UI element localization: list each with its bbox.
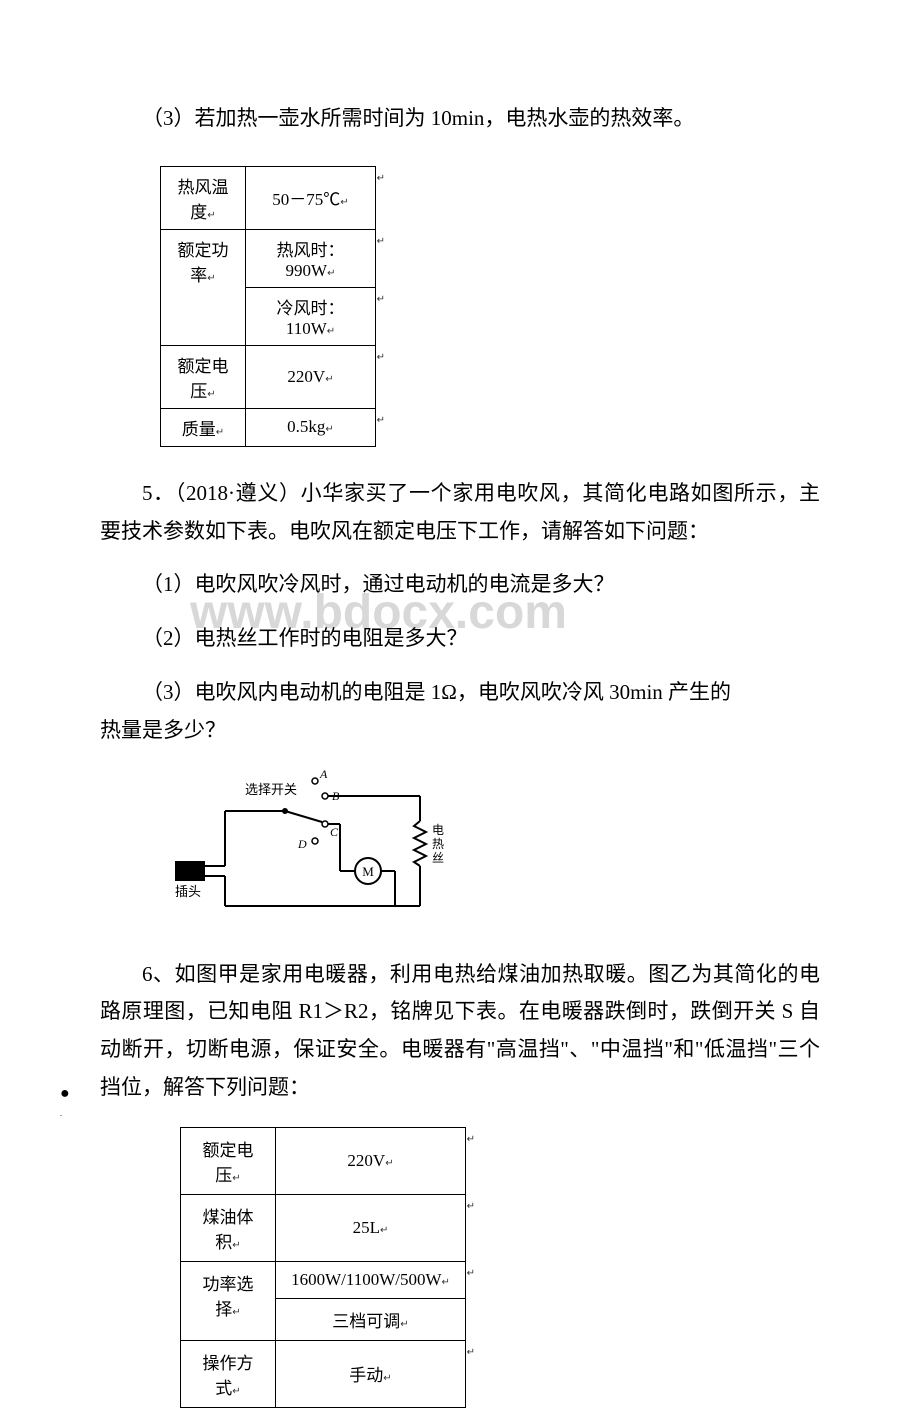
table-cell: 三档可调↵ [276,1298,466,1340]
question-5-3b: 热量是多少？ [100,712,820,750]
table-cell: 煤油体积↵ [181,1194,276,1261]
table-cell: 功率选择↵ [181,1261,276,1340]
table-cell: 0.5kg↵↵ [246,408,376,446]
question-5-3a: （3）电吹风内电动机的电阻是 1Ω，电吹风吹冷风 30min 产生的 [100,674,820,712]
table-cell: 热风时：990W↵↵ [246,229,376,287]
bullet-icon: ●. [60,1085,70,1095]
table-cell: 额定电压↵ [181,1127,276,1194]
table-cell: 220V↵↵ [246,345,376,408]
table-cell: 操作方式↵ [181,1340,276,1407]
table-cell: 220V↵↵ [276,1127,466,1194]
question-5-2: （2）电热丝工作时的电阻是多大？ [100,620,820,658]
diagram-label-c: C [330,825,339,839]
question-5-intro: 5．（2018·遵义）小华家买了一个家用电吹风，其简化电路如图所示，主要技术参数… [100,475,820,551]
diagram-label-heater-1: 电 [432,823,444,837]
question-5-1: （1）电吹风吹冷风时，通过电动机的电流是多大？ [100,566,820,604]
diagram-label-b: B [332,789,340,803]
circuit-diagram: M 选择开关 A B C D 电 热 丝 插头 [170,766,470,936]
table-cell: 手动↵↵ [276,1340,466,1407]
table-cell: 25L↵↵ [276,1194,466,1261]
table-cell: 热风温度↵ [161,166,246,229]
table-cell: 冷风时：110W↵↵ [246,287,376,345]
table-cell: 额定电压↵ [161,345,246,408]
diagram-label-heater-2: 热 [432,837,444,851]
diagram-label-heater-3: 丝 [432,851,444,865]
table-cell: 1600W/1100W/500W↵↵ [276,1261,466,1298]
diagram-label-d: D [297,837,307,851]
table-cell: 质量↵ [161,408,246,446]
table-cell: 50－75℃↵↵ [246,166,376,229]
table-cell: 额定功率↵ [161,229,246,345]
svg-text:M: M [362,864,374,879]
diagram-label-switch: 选择开关 [245,782,297,797]
question-3-text: （3）若加热一壶水所需时间为 10min，电热水壶的热效率。 [100,100,820,138]
diagram-label-plug: 插头 [175,884,201,899]
diagram-label-a: A [319,767,328,781]
hair-dryer-spec-table: 热风温度↵ 50－75℃↵↵ 额定功率↵ 热风时：990W↵↵ 冷风时：110W… [160,166,376,447]
question-6-intro: 6、如图甲是家用电暖器，利用电热给煤油加热取暖。图乙为其简化的电路原理图，已知电… [100,956,820,1107]
heater-spec-table: 额定电压↵ 220V↵↵ 煤油体积↵ 25L↵↵ 功率选择↵ 1600W/110… [180,1127,466,1408]
